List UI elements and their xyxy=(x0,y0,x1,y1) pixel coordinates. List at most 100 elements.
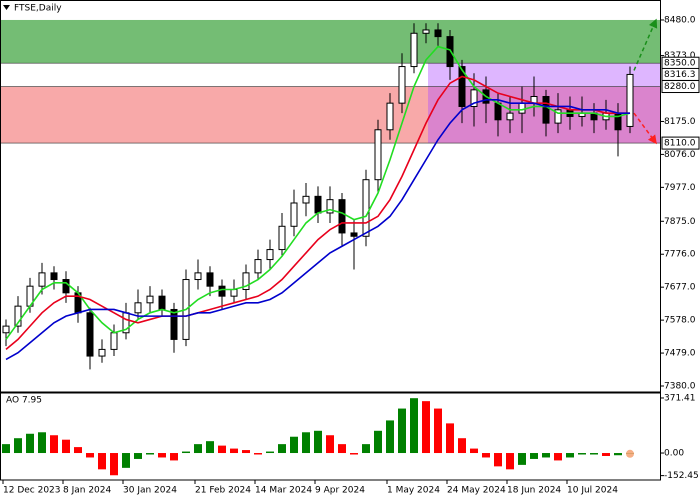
ao-bar xyxy=(122,453,130,468)
price-box xyxy=(661,67,700,81)
ao-bar xyxy=(386,420,394,454)
ao-bar xyxy=(50,435,58,454)
target-arrow xyxy=(633,112,657,145)
ao-bar xyxy=(566,453,574,458)
y-tick-label: 7677.0 xyxy=(664,283,696,293)
candle-body xyxy=(242,272,250,291)
moving-average xyxy=(5,99,630,361)
x-tick-label: 21 Feb 2024 xyxy=(195,486,251,496)
x-tick-label: 18 Jun 2024 xyxy=(507,486,561,496)
ao-bar xyxy=(2,444,10,454)
candle-body xyxy=(110,332,118,350)
ao-bar xyxy=(278,444,286,454)
ao-bar xyxy=(182,451,190,454)
y-tick-label: 371.41 xyxy=(664,393,696,403)
ao-bar xyxy=(578,453,586,455)
ao-bar xyxy=(266,451,274,454)
ao-bar xyxy=(134,453,142,459)
ao-bar xyxy=(470,448,478,454)
y-tick-label: 7578.0 xyxy=(664,316,696,326)
y-tick-label: 7977.0 xyxy=(664,183,696,193)
ao-bar xyxy=(302,432,310,454)
ao-bar xyxy=(494,453,502,467)
ao-bar xyxy=(506,453,514,470)
candle-body xyxy=(266,249,274,261)
ao-bar xyxy=(482,453,490,458)
price-label: 8316.3 xyxy=(664,70,696,80)
zone xyxy=(0,19,660,64)
ao-bar xyxy=(62,439,70,454)
candle-body xyxy=(98,348,106,357)
candle-body xyxy=(398,66,406,104)
ao-bar xyxy=(422,401,430,454)
candle-body xyxy=(374,129,382,181)
ao-bar xyxy=(398,408,406,454)
ao-bar xyxy=(74,447,82,454)
ao-bar xyxy=(194,444,202,454)
candle-body xyxy=(542,96,550,124)
candle-body xyxy=(314,195,322,214)
price-label: 8110.0 xyxy=(664,139,696,149)
ao-bar xyxy=(446,423,454,454)
target-arrow xyxy=(633,18,658,71)
candle-body xyxy=(62,279,70,294)
x-tick-label: 1 May 2024 xyxy=(387,486,440,496)
candle-body xyxy=(350,232,358,237)
y-tick-label: 0.00 xyxy=(664,449,684,459)
ao-bar xyxy=(602,453,610,456)
zone xyxy=(0,86,660,144)
x-tick-label: 30 Jan 2024 xyxy=(123,486,177,496)
candle-body xyxy=(38,272,46,287)
moving-average xyxy=(5,75,630,351)
ao-bar xyxy=(590,453,598,455)
ao-bar xyxy=(110,453,118,476)
x-tick-label: 14 Mar 2024 xyxy=(255,486,312,496)
candle-body xyxy=(506,112,514,121)
candle-body xyxy=(278,225,286,251)
candle-body xyxy=(362,179,370,237)
panel-frame xyxy=(0,0,661,393)
ao-bar xyxy=(254,453,262,455)
candle-body xyxy=(146,295,154,304)
ao-bar xyxy=(338,444,346,454)
candle-body xyxy=(626,73,634,127)
x-tick-label: 12 Dec 2023 xyxy=(3,486,61,496)
candle-body xyxy=(458,66,466,107)
candle-body xyxy=(470,89,478,107)
ao-bar xyxy=(26,433,34,454)
ao-bar xyxy=(314,430,322,454)
y-tick-label: -152.45 xyxy=(664,471,699,481)
candle-body xyxy=(254,259,262,274)
ao-bar xyxy=(530,453,538,459)
candle-body xyxy=(494,102,502,121)
ao-bar xyxy=(410,398,418,454)
ao-bar xyxy=(326,435,334,454)
candle-body xyxy=(218,285,226,297)
ao-bar xyxy=(518,453,526,465)
price-label: 8280.0 xyxy=(664,82,696,92)
candle-body xyxy=(206,272,214,287)
candle-body xyxy=(86,312,94,357)
x-tick-label: 24 May 2024 xyxy=(447,486,506,496)
ao-bar xyxy=(206,441,214,454)
candle-body xyxy=(386,102,394,131)
ao-bar xyxy=(434,408,442,454)
candle-body xyxy=(290,202,298,227)
ao-bar xyxy=(38,432,46,454)
candle-body xyxy=(518,102,526,114)
panel-frame xyxy=(0,392,661,481)
ao-bar xyxy=(230,448,238,454)
x-tick-label: 8 Jan 2024 xyxy=(63,486,111,496)
ao-bar xyxy=(458,438,466,454)
ao-bar xyxy=(362,444,370,454)
ao-bar xyxy=(350,453,358,455)
y-tick-label: 8175.0 xyxy=(664,117,696,127)
ao-bar xyxy=(554,453,562,461)
y-tick-label: 8480.0 xyxy=(664,15,696,25)
price-label: 8350.0 xyxy=(664,59,696,69)
candle-body xyxy=(422,29,430,34)
candle-body xyxy=(434,29,442,38)
chart-title: FTSE,Daily xyxy=(14,4,62,14)
